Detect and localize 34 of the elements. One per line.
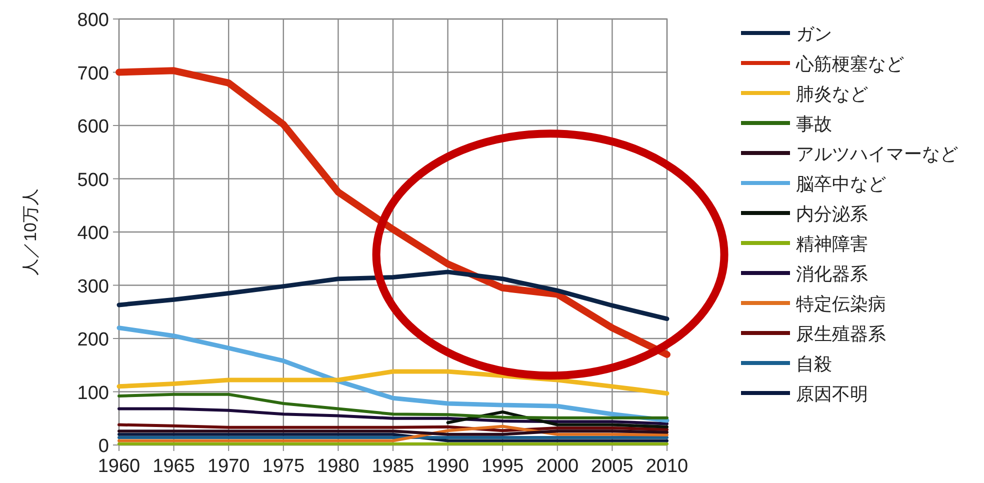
legend-label: 原因不明	[796, 384, 868, 404]
legend-label: 自殺	[796, 354, 832, 374]
legend-label: 脳卒中など	[796, 174, 886, 194]
x-tick-label: 1985	[372, 456, 414, 477]
y-tick-label: 0	[98, 436, 109, 457]
x-tick-label: 2000	[536, 456, 579, 477]
y-tick-label: 400	[77, 223, 109, 244]
y-axis-title: 人／10万人	[21, 188, 40, 276]
legend-label: 心筋梗塞など	[795, 54, 904, 74]
legend-label: 精神障害	[796, 234, 868, 254]
legend-label: 特定伝染病	[796, 294, 886, 314]
x-tick-label: 1990	[426, 456, 469, 477]
x-tick-label: 2010	[646, 456, 688, 477]
x-tick-label: 1965	[152, 456, 195, 477]
y-tick-label: 200	[77, 330, 109, 350]
legend-label: 肺炎など	[796, 84, 868, 104]
legend-label: アルツハイマーなど	[796, 144, 958, 164]
y-tick-label: 500	[77, 170, 109, 191]
y-tick-label: 100	[77, 382, 109, 404]
x-tick-label: 1970	[207, 456, 250, 477]
y-tick-label: 800	[77, 10, 109, 31]
x-tick-label: 1960	[98, 456, 140, 477]
y-tick-label: 600	[77, 116, 109, 138]
x-tick-label: 2005	[591, 456, 634, 477]
legend-label: 尿生殖器系	[796, 324, 886, 344]
legend-label: ガン	[796, 24, 832, 44]
y-tick-label: 300	[77, 276, 109, 298]
x-tick-label: 1995	[481, 456, 524, 477]
legend-label: 内分泌系	[796, 204, 868, 224]
legend-label: 事故	[796, 114, 832, 134]
legend-label: 消化器系	[796, 264, 868, 284]
y-tick-label: 700	[77, 63, 109, 84]
x-tick-label: 1975	[262, 456, 305, 477]
x-tick-label: 1980	[317, 456, 360, 477]
